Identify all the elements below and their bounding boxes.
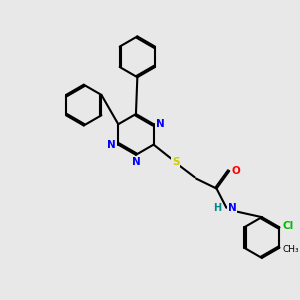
Text: N: N bbox=[132, 157, 140, 167]
Text: N: N bbox=[228, 203, 237, 213]
Text: H: H bbox=[213, 203, 221, 213]
Text: CH₃: CH₃ bbox=[282, 244, 299, 253]
Text: N: N bbox=[107, 140, 116, 150]
Text: O: O bbox=[232, 166, 240, 176]
Text: S: S bbox=[172, 157, 179, 167]
Text: Cl: Cl bbox=[282, 221, 294, 231]
Text: N: N bbox=[156, 119, 165, 129]
